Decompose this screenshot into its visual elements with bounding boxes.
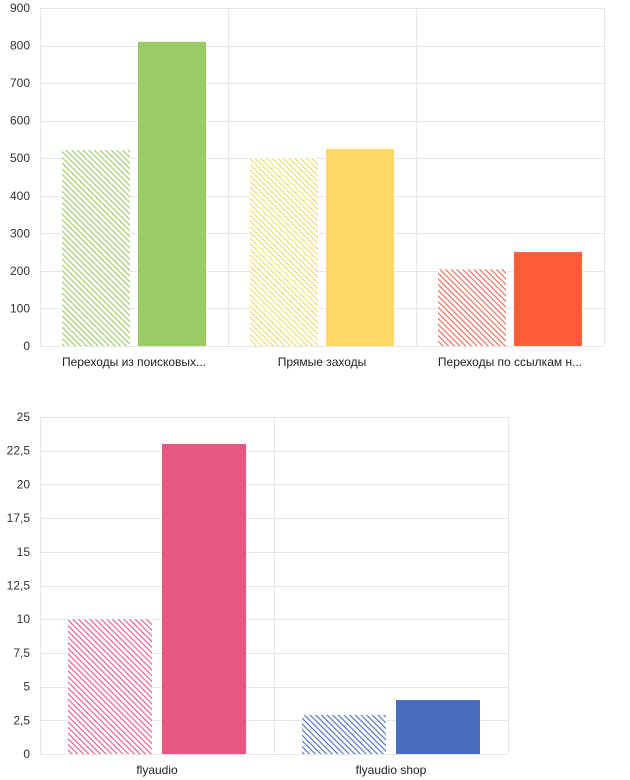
x-category-label: Переходы по ссылкам н... [438, 355, 582, 369]
y-tick-label: 25 [17, 410, 31, 424]
y-tick-label: 15 [17, 545, 31, 559]
y-tick-label: 400 [10, 189, 30, 203]
y-tick-label: 300 [10, 226, 30, 240]
bar-solid[interactable] [138, 41, 206, 347]
y-tick-label: 0 [23, 339, 30, 353]
bar-hatched[interactable] [438, 269, 506, 346]
bar-hatched[interactable] [250, 158, 318, 346]
bar-solid[interactable] [162, 443, 246, 754]
y-tick-label: 100 [10, 301, 30, 315]
y-tick-label: 500 [10, 151, 30, 165]
x-category-label: flyaudio shop [356, 763, 427, 777]
y-tick-label: 10 [17, 612, 31, 626]
x-category-label: Переходы из поисковых... [62, 355, 206, 369]
y-tick-label: 20 [17, 477, 31, 491]
y-tick-label: 5 [23, 680, 30, 694]
y-tick-label: 700 [10, 76, 30, 90]
y-tick-label: 900 [10, 1, 30, 15]
chart-traffic-sources: 0 100 200 300 400 500 600 700 800 900 Переходы из … [10, 1, 605, 369]
y-tick-label: 7,5 [13, 646, 30, 660]
y-tick-label: 800 [10, 39, 30, 53]
y-tick-label: 2,5 [13, 713, 30, 727]
bar-hatched[interactable] [62, 149, 130, 346]
chart-search-phrases: 0 2,5 5 7,5 10 12,5 15 17,5 20 22,5 25 flyaudio flya… [7, 410, 509, 777]
bar-hatched[interactable] [68, 619, 152, 754]
x-category-label: Прямые заходы [278, 355, 367, 369]
y-tick-label: 12,5 [7, 579, 31, 593]
bar-solid[interactable] [514, 252, 582, 346]
y-tick-label: 22,5 [7, 444, 31, 458]
bar-solid[interactable] [396, 700, 480, 754]
y-tick-label: 17,5 [7, 511, 31, 525]
x-category-label: flyaudio [136, 763, 178, 777]
bar-solid[interactable] [326, 148, 394, 346]
y-tick-label: 200 [10, 264, 30, 278]
bar-hatched[interactable] [302, 714, 386, 754]
y-tick-label: 0 [23, 747, 30, 761]
y-tick-label: 600 [10, 114, 30, 128]
